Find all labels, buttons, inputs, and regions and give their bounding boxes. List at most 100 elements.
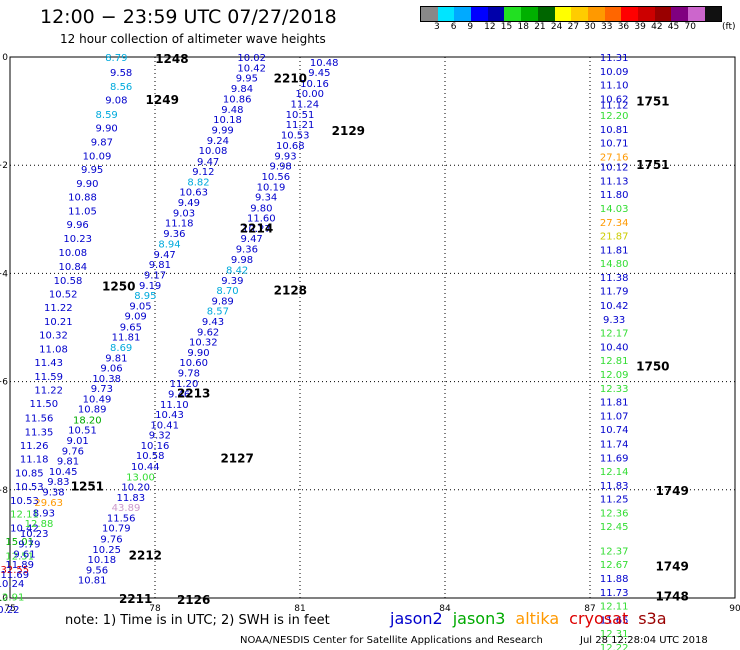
color-swatch — [604, 7, 622, 21]
wave-height-value: 9.73 — [91, 384, 113, 395]
wave-height-value: 12.81 — [600, 356, 629, 367]
wave-height-value: 11.08 — [39, 345, 68, 356]
wave-height-value: 9.98 — [231, 255, 253, 266]
pass-time-label: 2126 — [177, 593, 210, 607]
wave-height-value: 10.18 — [88, 555, 117, 566]
color-swatch — [554, 7, 572, 21]
wave-height-value: 12.45 — [600, 522, 629, 533]
color-scale-tick: 18 — [517, 22, 529, 32]
color-swatch — [521, 7, 538, 21]
units-note: note: 1) Time is in UTC; 2) SWH is in fe… — [65, 613, 330, 628]
color-swatch — [637, 7, 655, 21]
wave-height-value: 8.69 — [110, 343, 132, 354]
wave-height-value: 12.37 — [600, 546, 629, 557]
y-tick-label: −4 — [0, 269, 8, 279]
x-tick-label: 90 — [729, 604, 740, 614]
wave-height-value: 11.43 — [34, 358, 63, 369]
wave-height-value: 11.89 — [5, 560, 34, 571]
wave-height-value: 9.78 — [178, 368, 200, 379]
wave-height-value: 8.59 — [96, 110, 118, 121]
color-scale-tick: 39 — [634, 22, 646, 32]
legend-cryosat: cryosat — [569, 609, 629, 628]
wave-height-value: 10.08 — [199, 146, 228, 157]
color-scale-tick: 36 — [617, 22, 630, 32]
wave-height-value: 11.05 — [68, 207, 97, 218]
wave-height-value: 12.36 — [600, 509, 629, 520]
map-subtitle: 12 hour collection of altimeter wave hei… — [60, 32, 326, 46]
wave-height-value: 10.49 — [83, 394, 112, 405]
y-tick-label: −6 — [0, 378, 8, 388]
wave-height-value: 12.22 — [600, 643, 629, 650]
wave-height-value: 11.80 — [600, 190, 629, 201]
legend-altika: altika — [515, 609, 560, 628]
color-scale-tick: 12 — [484, 22, 496, 32]
wave-height-value: 9.06 — [100, 364, 122, 375]
wave-height-value: 10.63 — [179, 188, 208, 199]
wave-height-value: 12.11 — [10, 510, 39, 521]
color-swatch — [671, 7, 688, 21]
wave-height-value: 11.69 — [600, 453, 629, 464]
pass-time-label: 2214 — [240, 221, 273, 235]
wave-height-value: 9.09 — [125, 312, 147, 323]
wave-height-value: 9.90 — [76, 179, 98, 190]
wave-height-value: 10.16 — [141, 441, 170, 452]
wave-height-value: 9.81 — [57, 457, 79, 468]
wave-height-value: 10.25 — [92, 545, 121, 556]
wave-height-value: 12.33 — [600, 384, 629, 395]
wave-height-value: 32.55 — [1, 565, 30, 576]
wave-height-value: 11.56 — [107, 513, 136, 524]
wave-height-value: 11.10 — [160, 400, 189, 411]
wave-height-value: 9.87 — [91, 137, 113, 148]
wave-height-value: 9.76 — [62, 446, 84, 457]
wave-height-value: 9.76 — [100, 534, 122, 545]
wave-height-value: 9.99 — [212, 125, 234, 136]
wave-height-value: 11.56 — [25, 413, 54, 424]
generated-time: Jul 28 12:28:04 UTC 2018 — [580, 635, 708, 646]
color-swatch — [571, 7, 588, 21]
wave-height-value: 9.24 — [207, 136, 229, 147]
wave-height-value: 10.53 — [281, 130, 310, 141]
wave-height-value: 11.10 — [600, 81, 629, 92]
pass-time-label: 2211 — [119, 592, 152, 606]
color-swatch — [654, 7, 672, 21]
pass-time-label: 2127 — [220, 451, 253, 465]
wave-height-value: 10.48 — [310, 58, 339, 69]
wave-height-value: 27.16 — [600, 153, 629, 164]
pass-time-label: 2210 — [274, 72, 307, 86]
wave-height-value: 11.35 — [25, 427, 54, 438]
color-scale-ticks: 3 6 9 12 15 18 21 24 27 30 33 36 39 42 45 70 — [420, 22, 740, 36]
pass-time-label: 1250 — [102, 279, 135, 293]
wave-height-value: 11.26 — [20, 441, 49, 452]
color-scale-tick: 9 — [467, 22, 474, 32]
wave-height-value: 10.40 — [600, 342, 629, 353]
wave-height-value: 9.12 — [192, 167, 214, 178]
color-scale-tick: 33 — [601, 22, 613, 32]
wave-height-value: 12.31 — [600, 629, 629, 640]
y-tick-label: −2 — [0, 161, 8, 171]
color-swatch — [454, 7, 472, 21]
wave-height-value: 10.68 — [276, 141, 305, 152]
wave-height-value: 21.87 — [600, 232, 629, 243]
wave-height-value: 10.60 — [179, 358, 208, 369]
wave-height-value: 10.08 — [59, 248, 88, 259]
wave-height-value: 10.42 — [600, 301, 629, 312]
color-scale-tick: 30 — [584, 22, 596, 32]
wave-height-value: 9.05 — [129, 301, 151, 312]
wave-height-value: 10.09 — [83, 151, 112, 162]
wave-height-value: 8.79 — [105, 53, 127, 64]
wave-height-value: 15.01 — [5, 537, 34, 548]
y-tick-label: −8 — [0, 486, 8, 496]
color-swatch — [421, 7, 438, 21]
satellite-legend: jason2 jason3 altika cryosat s3a — [390, 609, 677, 628]
wave-height-value: 9.46 — [168, 390, 190, 401]
pass-time-label: 2129 — [332, 124, 365, 138]
wave-height-value: 14.03 — [600, 204, 629, 215]
wave-height-value: 12.88 — [25, 519, 54, 530]
wave-height-value: 13.00 — [126, 472, 155, 483]
wave-height-value: 10.85 — [15, 468, 44, 479]
wave-height-value: 10.27 — [242, 224, 271, 235]
wave-height-value: 10.44 — [131, 462, 160, 473]
wave-height-value: 8.94 — [158, 240, 180, 251]
wave-height-value: 10.79 — [102, 524, 131, 535]
color-scale-bar — [420, 6, 723, 22]
